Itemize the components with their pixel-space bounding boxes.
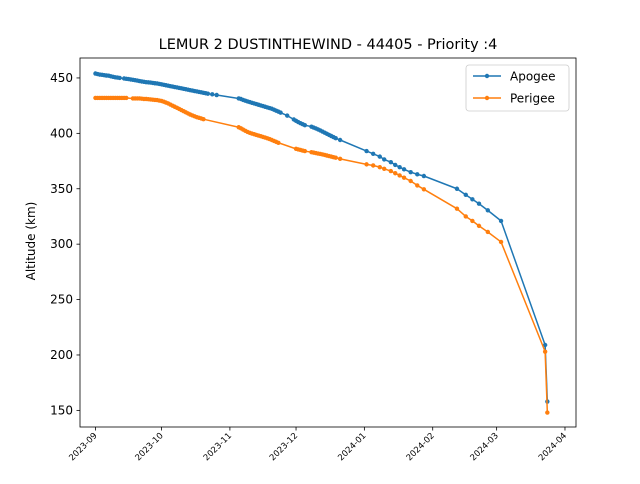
y-tick-label-450: 450 (50, 71, 73, 85)
apogee-point-52 (214, 92, 219, 98)
apogee-point-11 (117, 75, 122, 81)
legend-perigee-label: Perigee (510, 92, 555, 106)
y-tick-label-350: 350 (50, 182, 73, 196)
perigee-point-88 (382, 166, 387, 172)
perigee-point-14 (124, 95, 129, 101)
perigee-point-99 (476, 223, 482, 229)
apogee-point-108 (485, 208, 491, 213)
apogee-point-106 (470, 197, 475, 202)
perigee-point-83 (333, 155, 338, 160)
perigee-point-47 (201, 116, 206, 122)
y-axis-label: Altitude (km) (24, 202, 38, 281)
plot-area (93, 71, 550, 415)
perigee-point-87 (377, 164, 382, 170)
perigee-point-93 (408, 178, 413, 184)
apogee-point-101 (408, 169, 413, 175)
apogee-point-105 (463, 192, 468, 198)
apogee-point-96 (382, 157, 387, 162)
apogee-point-79 (302, 122, 308, 128)
y-tick-label-250: 250 (50, 293, 73, 307)
legend-perigee-marker (484, 95, 490, 101)
perigee-point-100 (485, 229, 491, 235)
apogee-point-97 (388, 159, 394, 165)
perigee-point-95 (421, 187, 427, 192)
perigee-point-101 (498, 239, 504, 245)
perigee-point-103 (545, 410, 550, 415)
legend: Apogee Perigee (465, 64, 570, 112)
perigee-point-84 (337, 156, 343, 162)
perigee-point-96 (454, 206, 460, 211)
chart-title: LEMUR 2 DUSTINTHEWIND - 44405 - Priority… (159, 37, 498, 53)
legend-apogee-label: Apogee (510, 70, 556, 84)
y-tick-label-200: 200 (50, 348, 73, 362)
perigee-point-90 (393, 171, 398, 176)
apogee-point-94 (370, 151, 376, 157)
apogee-point-51 (210, 92, 215, 97)
apogee-point-100 (401, 167, 407, 172)
perigee-point-89 (388, 168, 394, 174)
perigee-point-102 (542, 349, 548, 354)
apogee-point-107 (476, 201, 482, 206)
apogee-point-99 (397, 164, 402, 170)
perigee-point-98 (470, 218, 475, 224)
apogee-point-104 (454, 186, 460, 191)
perigee-point-97 (463, 214, 468, 219)
perigee-point-71 (302, 148, 308, 154)
apogee-point-50 (205, 91, 211, 96)
apogee-point-110 (542, 342, 548, 348)
apogee-point-102 (415, 172, 420, 177)
apogee-point-92 (337, 137, 343, 143)
apogee-point-98 (393, 162, 398, 168)
perigee-point-66 (276, 140, 281, 145)
apogee-point-103 (421, 173, 427, 179)
y-tick-label-150: 150 (50, 403, 73, 417)
axes-frame (79, 57, 577, 428)
apogee-point-95 (377, 154, 382, 159)
apogee-point-109 (498, 218, 504, 224)
perigee-point-85 (364, 162, 369, 167)
legend-apogee-marker (484, 73, 490, 79)
y-tick-label-300: 300 (50, 237, 73, 251)
y-tick-label-400: 400 (50, 126, 73, 140)
apogee-point-91 (333, 136, 338, 141)
perigee-point-92 (401, 175, 407, 180)
apogee-point-93 (364, 148, 369, 154)
apogee-point-72 (278, 110, 283, 115)
perigee-point-94 (415, 183, 420, 188)
apogee-point-73 (285, 113, 290, 118)
perigee-point-86 (370, 163, 376, 168)
perigee-point-91 (397, 173, 402, 178)
